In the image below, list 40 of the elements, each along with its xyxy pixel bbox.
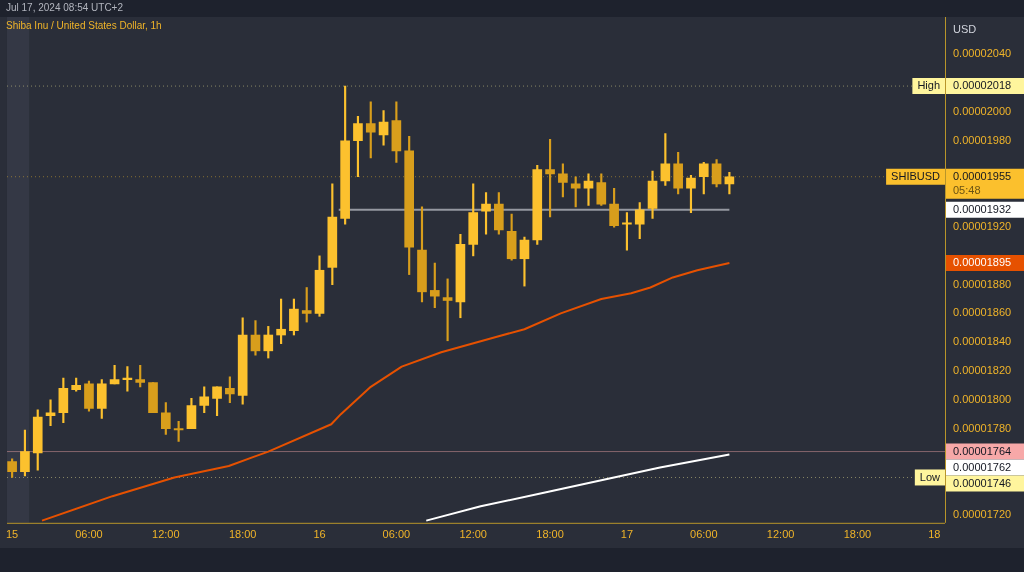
ref-line-label: Low bbox=[919, 470, 941, 483]
y-tick-label: 0.00001780 bbox=[953, 421, 1012, 434]
text: 0.00002018 bbox=[953, 79, 1012, 92]
y-tick-label: 0.00001720 bbox=[953, 507, 1012, 520]
x-tick-label: 18:00 bbox=[843, 528, 872, 541]
x-tick-label: 12:00 bbox=[766, 528, 795, 541]
y-tick-label: 0.00001860 bbox=[953, 306, 1012, 319]
y-tick-label: 0.00001800 bbox=[953, 392, 1012, 405]
x-tick-label: 12:00 bbox=[152, 528, 180, 541]
candlestick bbox=[583, 173, 594, 206]
text: 0.00001932 bbox=[953, 202, 1012, 215]
chart-title: Shiba Inu / United States Dollar, 1h bbox=[6, 20, 162, 31]
y-tick-label: 0.00002040 bbox=[953, 47, 1012, 60]
x-tick-label: 18:00 bbox=[536, 528, 564, 541]
x-tick-label: 16 bbox=[313, 528, 326, 541]
x-tick-label: 18 bbox=[928, 528, 941, 541]
y-axis-title: USD bbox=[953, 23, 977, 36]
text: 05:48 bbox=[953, 183, 981, 196]
text: 0.00001746 bbox=[953, 476, 1012, 489]
text: 0.00001955 bbox=[953, 169, 1012, 182]
x-tick-label: 06:00 bbox=[690, 528, 718, 541]
y-tick-label: 0.00002000 bbox=[953, 105, 1012, 117]
x-tick-label: 17 bbox=[620, 528, 634, 541]
text: 0.00001895 bbox=[953, 256, 1012, 269]
x-tick-label: 15 bbox=[5, 528, 19, 541]
ref-line-label: High bbox=[917, 79, 940, 92]
y-tick-label: 0.00001820 bbox=[953, 364, 1012, 377]
ref-line-label: SHIBUSD bbox=[891, 169, 941, 182]
text: 0.00001764 bbox=[953, 444, 1012, 457]
candlestick bbox=[45, 399, 56, 426]
x-tick-label: 06:00 bbox=[382, 528, 411, 541]
y-tick-label: 0.00001920 bbox=[953, 220, 1012, 233]
y-tick-label: 0.00001980 bbox=[953, 133, 1012, 146]
y-tick-label: 0.00001840 bbox=[953, 335, 1012, 348]
x-tick-label: 06:00 bbox=[75, 528, 103, 541]
chart-subtitle: Jul 17, 2024 08:54 UTC+2 bbox=[6, 2, 124, 13]
y-tick-label: 0.00001880 bbox=[953, 277, 1012, 290]
text: 0.00001762 bbox=[953, 460, 1012, 473]
x-tick-label: 12:00 bbox=[459, 528, 487, 541]
x-tick-label: 18:00 bbox=[228, 528, 257, 541]
